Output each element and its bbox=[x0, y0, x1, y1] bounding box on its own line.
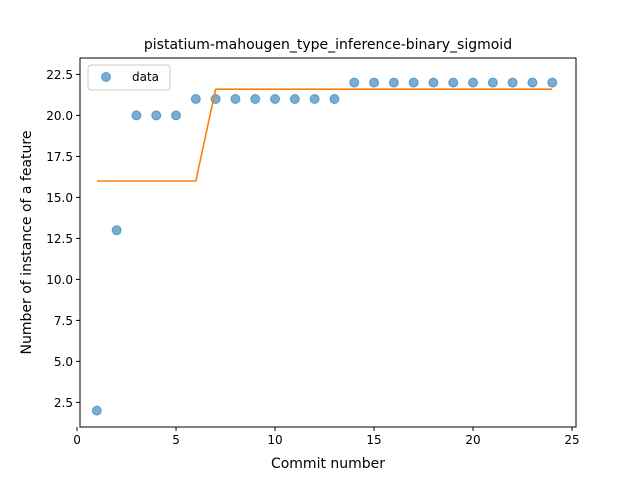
data-point bbox=[289, 94, 300, 104]
data-point bbox=[111, 225, 122, 236]
legend-label: data bbox=[132, 70, 159, 84]
data-point bbox=[388, 77, 399, 88]
y-tick-label: 12.5 bbox=[46, 232, 73, 246]
y-tick-label: 10.0 bbox=[46, 273, 73, 287]
x-tick-label: 20 bbox=[465, 433, 480, 447]
data-point bbox=[190, 94, 201, 104]
data-point bbox=[230, 94, 241, 104]
x-axis: 0 5 10 15 20 25 bbox=[73, 427, 580, 447]
x-tick-label: 5 bbox=[172, 433, 180, 447]
y-tick-label: 5.0 bbox=[54, 355, 73, 369]
data-point bbox=[171, 110, 182, 121]
y-tick-label: 15.0 bbox=[46, 191, 73, 205]
chart-title: pistatium-mahougen_type_inference-binary… bbox=[144, 37, 512, 53]
data-point bbox=[349, 77, 360, 88]
legend: data bbox=[87, 64, 171, 91]
y-axis-label: Number of instance of a feature bbox=[19, 131, 35, 355]
x-tick-label: 25 bbox=[564, 433, 579, 447]
data-point bbox=[250, 94, 261, 104]
y-tick-label: 20.0 bbox=[46, 109, 73, 123]
data-point bbox=[547, 77, 558, 88]
x-axis-label: Commit number bbox=[271, 456, 385, 472]
y-tick-label: 2.5 bbox=[54, 396, 73, 410]
data-point bbox=[428, 77, 439, 88]
y-tick-label: 17.5 bbox=[46, 150, 73, 164]
data-point bbox=[527, 77, 538, 88]
data-point bbox=[468, 77, 479, 88]
y-tick-label: 7.5 bbox=[54, 314, 73, 328]
data-point bbox=[329, 94, 340, 104]
data-point bbox=[408, 77, 419, 88]
legend-box bbox=[87, 64, 171, 91]
y-tick-label: 22.5 bbox=[46, 68, 73, 82]
data-point bbox=[309, 94, 320, 104]
x-tick-label: 10 bbox=[267, 433, 282, 447]
fit-line bbox=[96, 88, 553, 182]
x-tick-label: 0 bbox=[73, 433, 81, 447]
data-point bbox=[270, 94, 281, 104]
data-point bbox=[507, 77, 518, 88]
data-point bbox=[448, 77, 459, 88]
data-point bbox=[91, 405, 102, 416]
axes-frame bbox=[79, 57, 577, 428]
legend-marker bbox=[101, 72, 111, 82]
plot-area bbox=[91, 77, 558, 416]
data-point bbox=[369, 77, 380, 88]
data-point bbox=[151, 110, 162, 121]
x-tick-label: 15 bbox=[366, 433, 381, 447]
data-point bbox=[131, 110, 142, 121]
y-axis: 2.5 5.0 7.5 10.0 12.5 15.0 17.5 20.0 22.5 bbox=[46, 68, 80, 410]
data-point bbox=[487, 77, 498, 88]
